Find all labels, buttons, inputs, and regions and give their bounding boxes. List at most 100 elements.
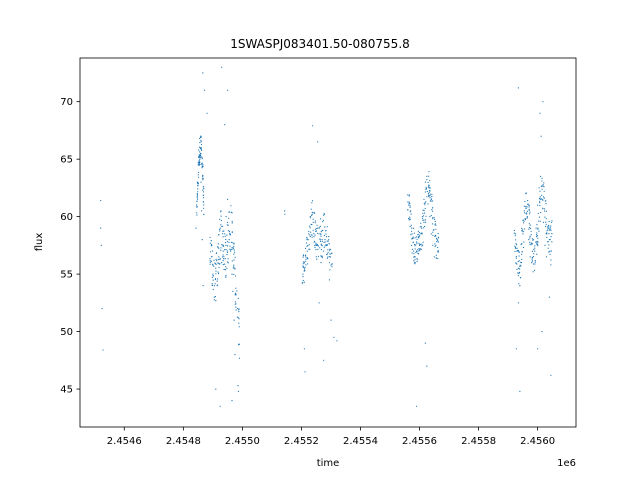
data-point [222, 236, 224, 238]
data-point [549, 238, 551, 241]
data-point [309, 217, 311, 219]
data-point [531, 259, 533, 261]
data-point [423, 219, 425, 221]
data-point [224, 235, 226, 237]
data-point [203, 213, 205, 216]
data-point [225, 244, 227, 246]
data-point [537, 245, 539, 247]
data-point [325, 236, 328, 238]
data-point [213, 299, 215, 301]
data-point [434, 234, 436, 236]
data-point [313, 211, 315, 213]
data-point [222, 256, 224, 258]
data-point [222, 230, 224, 232]
data-point [432, 244, 434, 246]
data-point [529, 235, 531, 237]
data-point [531, 260, 534, 262]
data-point [228, 241, 230, 243]
data-point [231, 231, 233, 233]
data-point [531, 262, 533, 264]
data-point [419, 248, 421, 250]
data-point [528, 206, 530, 208]
data-point [231, 260, 233, 262]
data-point [550, 250, 552, 252]
data-point [235, 287, 237, 289]
data-point [545, 210, 547, 212]
data-point [219, 258, 221, 260]
data-point [220, 211, 222, 213]
data-point [540, 212, 542, 214]
data-point [410, 224, 412, 226]
data-point [312, 218, 314, 220]
x-tick-label: 2.4558 [461, 436, 496, 447]
data-point [226, 240, 228, 243]
data-point [532, 263, 535, 265]
data-point [331, 263, 333, 265]
data-point [545, 223, 547, 225]
data-point [234, 292, 237, 294]
data-point [232, 267, 234, 269]
data-point [226, 267, 228, 269]
data-point [421, 227, 423, 229]
data-point [325, 230, 327, 232]
data-point [202, 72, 204, 74]
data-point [549, 227, 551, 229]
data-point [316, 232, 319, 234]
data-point [437, 251, 439, 253]
data-point [220, 224, 222, 226]
data-point [427, 193, 429, 195]
data-point [328, 239, 330, 241]
data-point [312, 229, 314, 231]
data-point [213, 265, 215, 267]
data-point [284, 210, 286, 212]
data-point [534, 245, 536, 247]
data-point [199, 161, 201, 163]
data-point [201, 210, 203, 212]
data-point [412, 241, 414, 243]
data-point [421, 233, 423, 235]
data-point [232, 248, 234, 250]
data-point [311, 234, 313, 236]
data-point [419, 226, 421, 228]
data-point [200, 153, 202, 155]
data-point [214, 263, 216, 265]
data-point [227, 221, 229, 224]
data-point [235, 306, 237, 308]
data-point [199, 142, 201, 144]
data-point [231, 212, 233, 214]
data-point [536, 243, 539, 245]
data-point [528, 227, 531, 229]
data-point [100, 199, 102, 202]
data-point [199, 154, 202, 156]
data-point [434, 218, 436, 220]
data-point [226, 245, 229, 247]
data-point [331, 252, 333, 254]
data-point [418, 242, 420, 244]
data-point [425, 201, 427, 203]
data-point [432, 207, 434, 209]
data-point [538, 230, 540, 232]
data-point [428, 185, 430, 187]
data-point [410, 234, 412, 236]
data-point [416, 251, 418, 253]
data-point [197, 191, 199, 193]
data-point [416, 258, 419, 260]
data-point [102, 349, 104, 351]
data-point [426, 365, 428, 367]
data-point [321, 239, 323, 241]
data-point [409, 205, 411, 207]
data-point [543, 182, 545, 184]
data-point [306, 239, 308, 241]
data-point [234, 256, 236, 258]
data-point [409, 211, 411, 213]
data-point [534, 261, 536, 263]
data-point [224, 263, 226, 265]
data-point [519, 390, 521, 392]
data-point [545, 221, 547, 223]
data-point [220, 247, 222, 249]
data-point [197, 183, 199, 185]
data-point [548, 244, 550, 246]
data-point [542, 184, 544, 186]
data-point [538, 216, 541, 218]
data-point [434, 235, 436, 237]
